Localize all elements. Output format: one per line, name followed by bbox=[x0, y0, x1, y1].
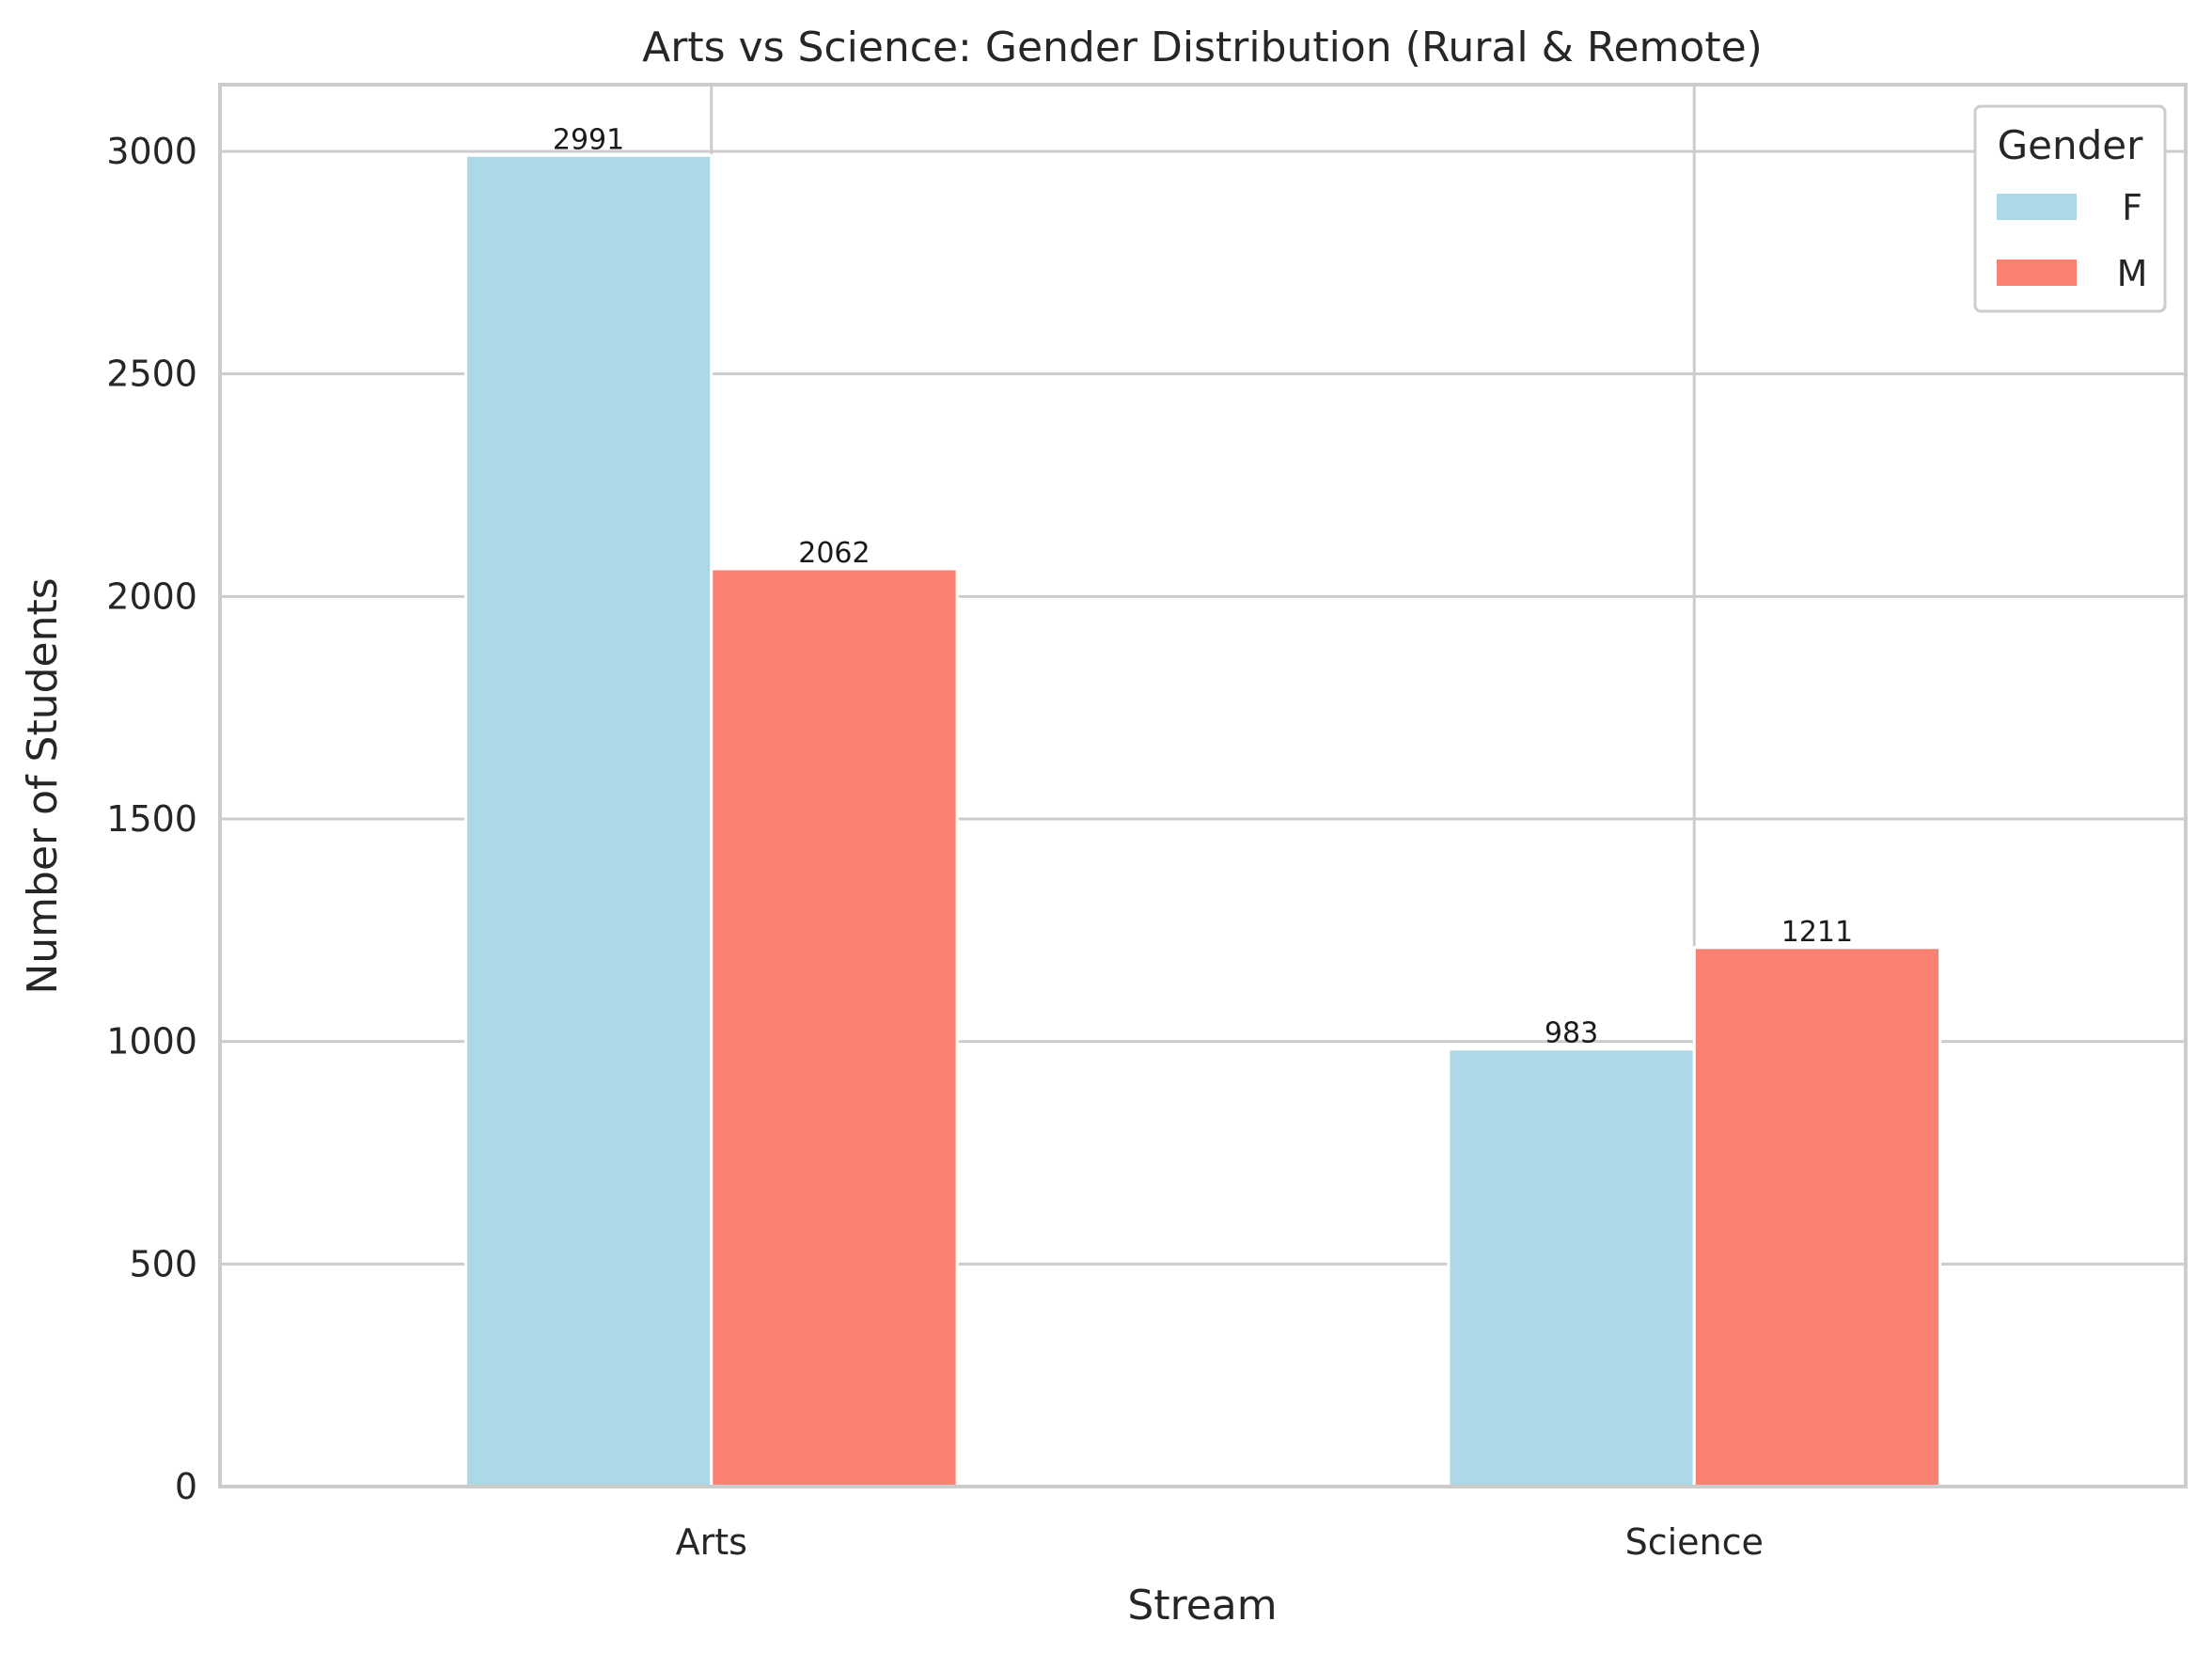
y-tick-label: 2000 bbox=[106, 575, 197, 617]
data-label-f-arts: 2991 bbox=[553, 123, 624, 156]
y-tick-label: 0 bbox=[175, 1466, 197, 1507]
data-label-m-arts: 2062 bbox=[798, 537, 870, 570]
legend-entries: FM bbox=[1997, 187, 2147, 294]
x-tick-label-arts: Arts bbox=[676, 1521, 747, 1563]
bar-f-arts bbox=[463, 153, 714, 1488]
bars-layer bbox=[463, 153, 1942, 1488]
legend-title: Gender bbox=[1998, 122, 2144, 168]
data-label-m-science: 1211 bbox=[1781, 916, 1853, 949]
spines-layer bbox=[218, 83, 2188, 1488]
legend: Gender FM bbox=[1973, 104, 2167, 313]
y-tick-label: 3000 bbox=[106, 131, 197, 172]
labels-layer: 2991 983 2062 1211 bbox=[553, 123, 1853, 1049]
y-tick-label: 500 bbox=[129, 1243, 197, 1284]
x-axis-label: Stream bbox=[1127, 1582, 1277, 1629]
legend-swatch-m bbox=[1997, 260, 2077, 286]
y-tick-label: 1500 bbox=[106, 798, 197, 840]
chart-title: Arts vs Science: Gender Distribution (Ru… bbox=[642, 24, 1763, 71]
y-tick-label: 1000 bbox=[106, 1021, 197, 1063]
ticks-layer: 0 500 1000 1500 2000 2500 3000 Arts Science bbox=[106, 131, 1764, 1563]
bar-f-science bbox=[1447, 1047, 1696, 1488]
legend-label-f: F bbox=[2122, 187, 2142, 228]
legend-swatch-f bbox=[1997, 194, 2077, 220]
plot-frame bbox=[218, 83, 2188, 1488]
bar-m-science bbox=[1692, 946, 1942, 1488]
legend-label-m: M bbox=[2117, 253, 2148, 294]
y-tick-label: 2500 bbox=[106, 354, 197, 395]
y-axis-label: Number of Students bbox=[19, 577, 67, 994]
data-label-f-science: 983 bbox=[1545, 1017, 1598, 1050]
bar-m-arts bbox=[710, 567, 959, 1488]
x-tick-label-science: Science bbox=[1625, 1521, 1764, 1563]
